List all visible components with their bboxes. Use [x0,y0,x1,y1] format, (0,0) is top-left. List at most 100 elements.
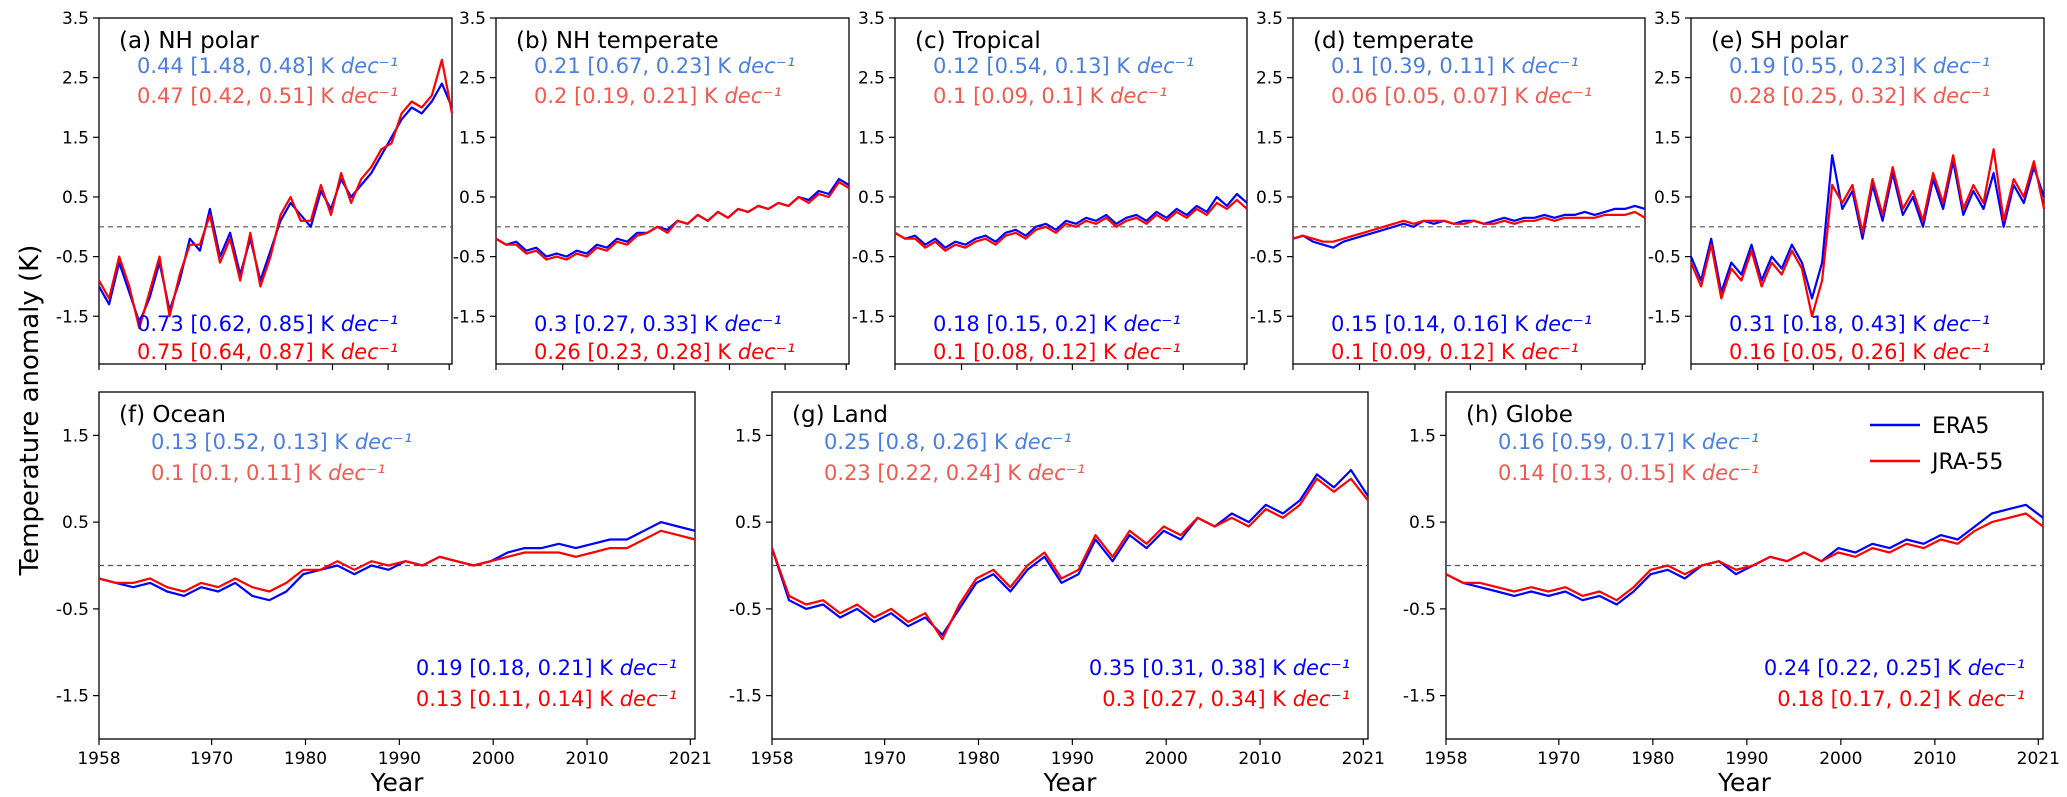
trend-era5-top: 0.19 [0.55, 0.23] K dec⁻¹ [1729,54,1990,78]
trend-jra55-top: 0.2 [0.19, 0.21] K dec⁻¹ [534,84,782,108]
trend-era5-top: 0.25 [0.8, 0.26] K dec⁻¹ [824,430,1072,454]
trend-era5-bottom: 0.31 [0.18, 0.43] K dec⁻¹ [1729,312,1990,336]
trend-jra55-top: 0.1 [0.09, 0.1] K dec⁻¹ [933,84,1167,108]
trend-jra55-bottom: 0.3 [0.27, 0.34] K dec⁻¹ [1102,687,1350,711]
trend-jra55-top: 0.23 [0.22, 0.24] K dec⁻¹ [824,461,1085,485]
trend-era5-bottom: 0.73 [0.62, 0.85] K dec⁻¹ [137,312,398,336]
series-line-era5 [98,521,696,602]
series-line-jra55 [1445,512,2044,602]
trend-era5-bottom: 0.18 [0.15, 0.2] K dec⁻¹ [933,312,1181,336]
y-tick-label: 2.5 [1654,69,1681,89]
y-tick-label: -1.5 [1648,307,1681,327]
x-axis-label: Year [1717,768,1772,797]
y-tick-label: -1.5 [56,687,89,707]
y-tick-label: 0.5 [62,513,89,533]
trend-era5-bottom: 0.35 [0.31, 0.38] K dec⁻¹ [1089,656,1350,680]
y-tick-label: 3.5 [858,9,885,29]
plot-frame [1292,17,1646,365]
y-tick-label: 1.5 [1256,128,1283,148]
trend-jra55-top: 0.28 [0.25, 0.32] K dec⁻¹ [1729,84,1990,108]
trend-era5-top: 0.16 [0.59, 0.17] K dec⁻¹ [1498,430,1759,454]
x-tick-label: 1970 [190,749,233,769]
trend-jra55-bottom: 0.18 [0.17, 0.2] K dec⁻¹ [1777,687,2025,711]
trend-era5-top: 0.21 [0.67, 0.23] K dec⁻¹ [534,54,795,78]
trend-era5-top: 0.1 [0.39, 0.11] K dec⁻¹ [1331,54,1579,78]
panel-title: (g) Land [792,402,888,428]
x-tick-label: 2010 [565,749,608,769]
y-tick-label: 3.5 [62,9,89,29]
y-tick-label: -0.5 [453,248,486,268]
trend-jra55-bottom: 0.26 [0.23, 0.28] K dec⁻¹ [534,340,795,364]
x-tick-label: 1958 [1424,749,1467,769]
y-tick-label: 0.5 [735,513,762,533]
trend-jra55-top: 0.06 [0.05, 0.07] K dec⁻¹ [1331,84,1592,108]
trend-jra55-top: 0.47 [0.42, 0.51] K dec⁻¹ [137,84,398,108]
y-tick-label: 3.5 [1654,9,1681,29]
plot-frame [98,17,453,365]
panel-f: 1.5 0.5 -0.5 -1.5 1958 1970 1980 1990 2000 2010 20… [56,391,712,797]
y-tick-label: 0.5 [459,188,486,208]
y-tick-label: 1.5 [858,128,885,148]
series-line-jra55 [1689,148,2046,318]
y-tick-label: 1.5 [62,128,89,148]
trend-era5-bottom: 0.24 [0.22, 0.25] K dec⁻¹ [1764,656,2025,680]
trend-jra55-bottom: 0.16 [0.05, 0.26] K dec⁻¹ [1729,340,1990,364]
series-line-jra55 [1292,210,1646,243]
x-axis-label: Year [370,768,425,797]
series-line-era5 [1445,503,2044,606]
y-tick-label: 1.5 [735,426,762,446]
x-tick-label: 1970 [1537,749,1580,769]
trend-era5-top: 0.44 [1.48, 0.48] K dec⁻¹ [137,54,398,78]
x-axis-label: Year [1043,768,1098,797]
y-tick-label: 0.5 [1409,513,1436,533]
series-line-era5 [894,192,1248,249]
y-tick-label: 0.5 [62,188,89,208]
y-tick-label: 1.5 [1409,426,1436,446]
y-tick-label: -1.5 [453,307,486,327]
panel-title: (d) temperate [1313,28,1474,54]
x-tick-label: 1970 [863,749,906,769]
panel-title: (f) Ocean [119,402,226,428]
trend-jra55-top: 0.14 [0.13, 0.15] K dec⁻¹ [1498,461,1759,485]
panel-title: (h) Globe [1466,402,1573,428]
y-tick-label: -0.5 [56,600,89,620]
x-tick-label: 2000 [1145,749,1188,769]
series-line-era5 [770,469,1369,636]
y-tick-label: 0.5 [1256,188,1283,208]
y-axis-label: Temperature anomaly (K) [15,245,45,577]
y-tick-label: 3.5 [1256,9,1283,29]
x-tick-label: 1980 [1631,749,1674,769]
y-tick-label: -0.5 [852,248,885,268]
y-tick-label: 0.5 [1654,188,1681,208]
plot-frame [894,17,1248,365]
trend-jra55-bottom: 0.13 [0.11, 0.14] K dec⁻¹ [416,687,677,711]
panel-h: 1.5 0.5 -0.5 -1.5 1958 1970 1980 1990 2000 2010 20… [1403,391,2060,797]
x-tick-label: 2000 [472,749,515,769]
x-tick-label: 2010 [1238,749,1281,769]
trend-era5-bottom: 0.3 [0.27, 0.33] K dec⁻¹ [534,312,782,336]
legend-label: ERA5 [1932,414,1989,439]
series-line-jra55 [495,181,850,261]
trend-era5-bottom: 0.19 [0.18, 0.21] K dec⁻¹ [416,656,677,680]
y-tick-label: 0.5 [858,188,885,208]
panel-title: (c) Tropical [915,28,1041,54]
y-tick-label: -1.5 [729,687,762,707]
panel-title: (e) SH polar [1711,28,1849,54]
panel-title: (a) NH polar [119,28,259,54]
x-tick-label: 2021 [1342,749,1385,769]
y-tick-label: -0.5 [1250,248,1283,268]
y-tick-label: -0.5 [1648,248,1681,268]
series-line-jra55 [98,58,454,330]
y-tick-label: -0.5 [729,600,762,620]
trend-jra55-bottom: 0.1 [0.09, 0.12] K dec⁻¹ [1331,340,1579,364]
y-tick-label: 2.5 [1256,69,1283,89]
y-tick-label: 1.5 [459,128,486,148]
x-tick-label: 1958 [77,749,120,769]
trend-jra55-bottom: 0.75 [0.64, 0.87] K dec⁻¹ [137,340,398,364]
y-tick-label: 2.5 [62,69,89,89]
plot-frame [495,17,850,365]
x-tick-label: 2021 [669,749,712,769]
